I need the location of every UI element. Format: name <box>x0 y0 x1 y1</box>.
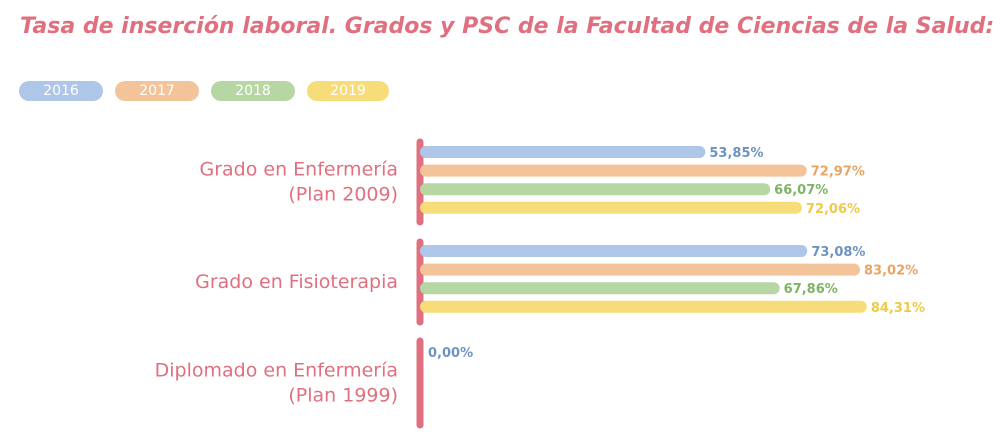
bar-2017 <box>420 263 861 276</box>
category-label: Grado en Fisioterapia <box>195 271 398 293</box>
bar-2016 <box>420 146 706 158</box>
data-label: 66,07% <box>774 183 828 198</box>
data-label: 72,06% <box>806 202 860 217</box>
legend-item-2019: 2019 <box>307 81 389 101</box>
bar-2019 <box>420 300 867 313</box>
legend-item-2016: 2016 <box>19 81 103 101</box>
chart-title: Tasa de inserción laboral. Grados y PSC … <box>20 14 995 39</box>
data-label: 53,85% <box>709 146 763 161</box>
data-label: 83,02% <box>864 264 918 279</box>
bar-2016 <box>420 245 808 257</box>
data-label: 72,97% <box>811 165 865 180</box>
category-label: (Plan 1999) <box>288 385 398 407</box>
legend-item-2018: 2018 <box>211 81 295 101</box>
data-label: 84,31% <box>871 301 925 316</box>
bar-2018 <box>420 282 780 295</box>
legend-item-2017: 2017 <box>115 81 199 101</box>
category-label: (Plan 2009) <box>288 184 398 206</box>
data-label: 0,00% <box>428 346 473 361</box>
data-label: 67,86% <box>784 282 838 297</box>
data-label: 73,08% <box>811 245 865 260</box>
bar-2018 <box>420 183 771 196</box>
bar-2017 <box>420 164 807 177</box>
category-label: Grado en Enfermería <box>199 159 398 181</box>
category-label: Diplomado en Enfermería <box>155 360 398 382</box>
bar-2019 <box>420 201 802 214</box>
legend: 2016 2017 2018 2019 <box>19 81 389 101</box>
